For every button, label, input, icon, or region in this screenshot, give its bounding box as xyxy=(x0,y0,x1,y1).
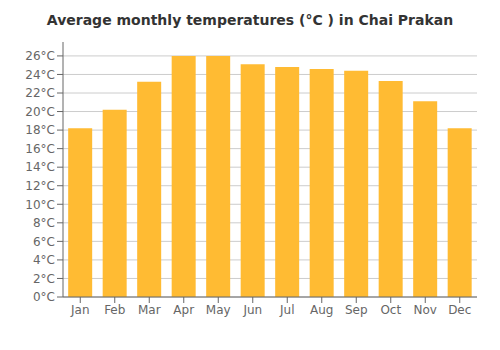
svg-text:Oct: Oct xyxy=(380,303,401,317)
svg-text:Feb: Feb xyxy=(104,303,125,317)
svg-text:Jul: Jul xyxy=(279,303,294,317)
svg-text:Sep: Sep xyxy=(345,303,368,317)
svg-text:10°C: 10°C xyxy=(25,198,55,212)
svg-text:18°C: 18°C xyxy=(25,123,55,137)
svg-text:Dec: Dec xyxy=(448,303,471,317)
svg-text:Aug: Aug xyxy=(310,303,333,317)
svg-text:24°C: 24°C xyxy=(25,68,55,82)
svg-text:6°C: 6°C xyxy=(33,235,55,249)
svg-text:20°C: 20°C xyxy=(25,105,55,119)
svg-text:14°C: 14°C xyxy=(25,160,55,174)
svg-text:Apr: Apr xyxy=(173,303,194,317)
svg-text:22°C: 22°C xyxy=(25,86,55,100)
svg-text:Jun: Jun xyxy=(242,303,262,317)
svg-text:May: May xyxy=(206,303,231,317)
svg-text:0°C: 0°C xyxy=(33,290,55,304)
html-text:Average monthly temperatures (: Average monthly temperatures (°C ) in Ch… xyxy=(46,12,454,28)
svg-text:Mar: Mar xyxy=(138,303,161,317)
svg-text:4°C: 4°C xyxy=(33,253,55,267)
svg-text:Nov: Nov xyxy=(414,303,437,317)
svg-text:12°C: 12°C xyxy=(25,179,55,193)
svg-text:Jan: Jan xyxy=(70,303,90,317)
svg-text:16°C: 16°C xyxy=(25,142,55,156)
svg-text:26°C: 26°C xyxy=(25,49,55,63)
svg-text:2°C: 2°C xyxy=(33,272,55,286)
svg-text:8°C: 8°C xyxy=(33,216,55,230)
